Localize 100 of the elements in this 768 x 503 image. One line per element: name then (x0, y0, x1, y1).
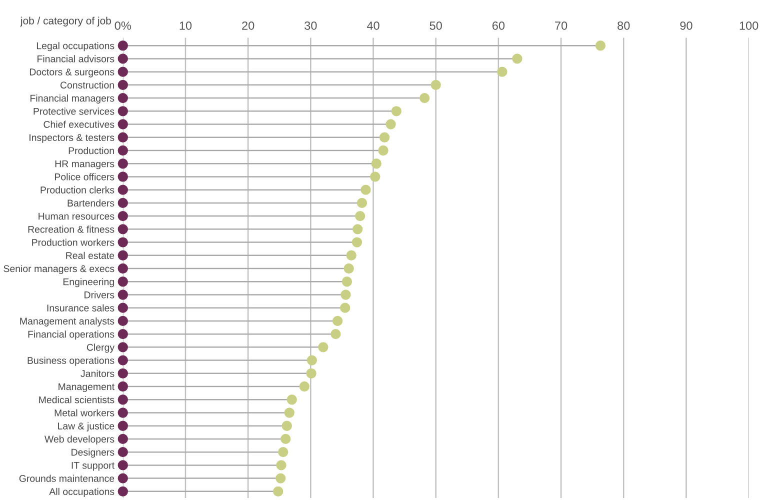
point (118, 40, 128, 51)
x-tick-label: 50 (430, 21, 442, 30)
point (118, 446, 128, 458)
x-tick-label: 90 (680, 21, 692, 30)
point (118, 158, 128, 169)
y-tick-label: Business operations (28, 356, 114, 366)
point (352, 224, 363, 234)
x-tick-label: 70 (555, 21, 568, 30)
point (344, 263, 354, 274)
point (118, 184, 128, 195)
point (352, 237, 362, 248)
point (118, 250, 128, 260)
point (282, 420, 292, 431)
point (286, 394, 297, 405)
y-tick-label: Management (58, 383, 114, 392)
point (330, 328, 341, 340)
y-tick-label: Insurance sales (47, 304, 114, 312)
point (430, 80, 441, 90)
y-tick-label: Management analysts (20, 317, 114, 326)
point (355, 210, 366, 222)
point (118, 224, 128, 234)
y-tick-label: Financial managers (30, 94, 114, 104)
point (378, 145, 388, 156)
point (346, 250, 356, 260)
y-tick-label: Recreation & fitness (28, 226, 114, 233)
point (118, 66, 128, 77)
y-tick-label: Janitors (80, 370, 114, 378)
y-tick-label: Clergy (86, 344, 115, 353)
point (118, 276, 128, 287)
point (512, 54, 522, 64)
point (284, 408, 294, 418)
y-tick-label: Designers (72, 448, 114, 458)
y-tick-label: Engineering (63, 278, 114, 288)
point (118, 460, 128, 470)
point (356, 198, 368, 208)
point (118, 290, 128, 300)
y-tick-label: Bartenders (68, 199, 114, 207)
y-tick-label: Financial advisors (38, 55, 114, 62)
y-tick-label: Law & justice (58, 422, 114, 432)
point (118, 80, 128, 90)
point (299, 381, 310, 392)
y-tick-label: Police officers (55, 173, 114, 180)
point (595, 40, 606, 51)
y-tick-label: Grounds maintenance (19, 474, 114, 482)
point (360, 184, 371, 195)
point (118, 420, 128, 431)
y-tick-label: Inspectors & testers (30, 134, 114, 143)
y-tick-label: Real estate (66, 252, 114, 260)
y-tick-label: Construction (60, 81, 114, 89)
point (118, 302, 128, 313)
y-tick-label: Production (68, 146, 114, 154)
y-tick-label: Metal workers (54, 409, 114, 416)
point (379, 132, 390, 142)
point (342, 276, 352, 287)
x-tick-label: 80 (618, 21, 630, 30)
y-tick-label: Drivers (84, 291, 114, 298)
point (118, 342, 128, 352)
point (118, 210, 128, 222)
y-tick-label: Web developers (44, 435, 114, 445)
point (118, 473, 128, 484)
x-tick-label: 10 (180, 21, 192, 30)
x-tick-label: 100 (740, 21, 758, 30)
point (118, 145, 128, 156)
y-tick-label: Financial operations (28, 330, 114, 340)
x-tick-label: 0% (114, 21, 131, 30)
point (340, 302, 350, 313)
point (280, 434, 291, 444)
point (278, 446, 288, 458)
y-tick-label: Human resources (38, 212, 114, 220)
point (118, 198, 128, 208)
y-tick-label: HR managers (55, 160, 114, 170)
y-tick-label: Doctors & surgeons (30, 68, 114, 78)
x-tick-label: 30 (304, 21, 317, 30)
point (118, 328, 128, 340)
point (118, 237, 128, 248)
y-tick-label: Chief executives (44, 120, 114, 128)
point (118, 316, 128, 326)
y-tick-label: IT support (72, 462, 114, 471)
point (276, 473, 286, 484)
point (118, 106, 128, 116)
x-tick-label: 60 (492, 21, 505, 30)
y-tick-label: Legal occupations (36, 42, 114, 52)
point (273, 486, 284, 496)
point (332, 316, 343, 326)
y-tick-label: Medical scientists (39, 396, 114, 404)
point (118, 54, 128, 64)
point (497, 66, 508, 77)
point (391, 106, 402, 116)
point (118, 263, 128, 274)
y-tick-label: Senior managers & execs (4, 264, 114, 274)
point (118, 119, 128, 130)
y-tick-label: Protective services (34, 108, 114, 115)
y-tick-label: Production clerks (40, 186, 114, 194)
point (318, 342, 328, 352)
point (371, 158, 382, 169)
point (340, 290, 351, 300)
point (276, 460, 286, 470)
point (118, 381, 128, 392)
point (118, 434, 128, 444)
x-tick-label: 40 (366, 21, 380, 30)
